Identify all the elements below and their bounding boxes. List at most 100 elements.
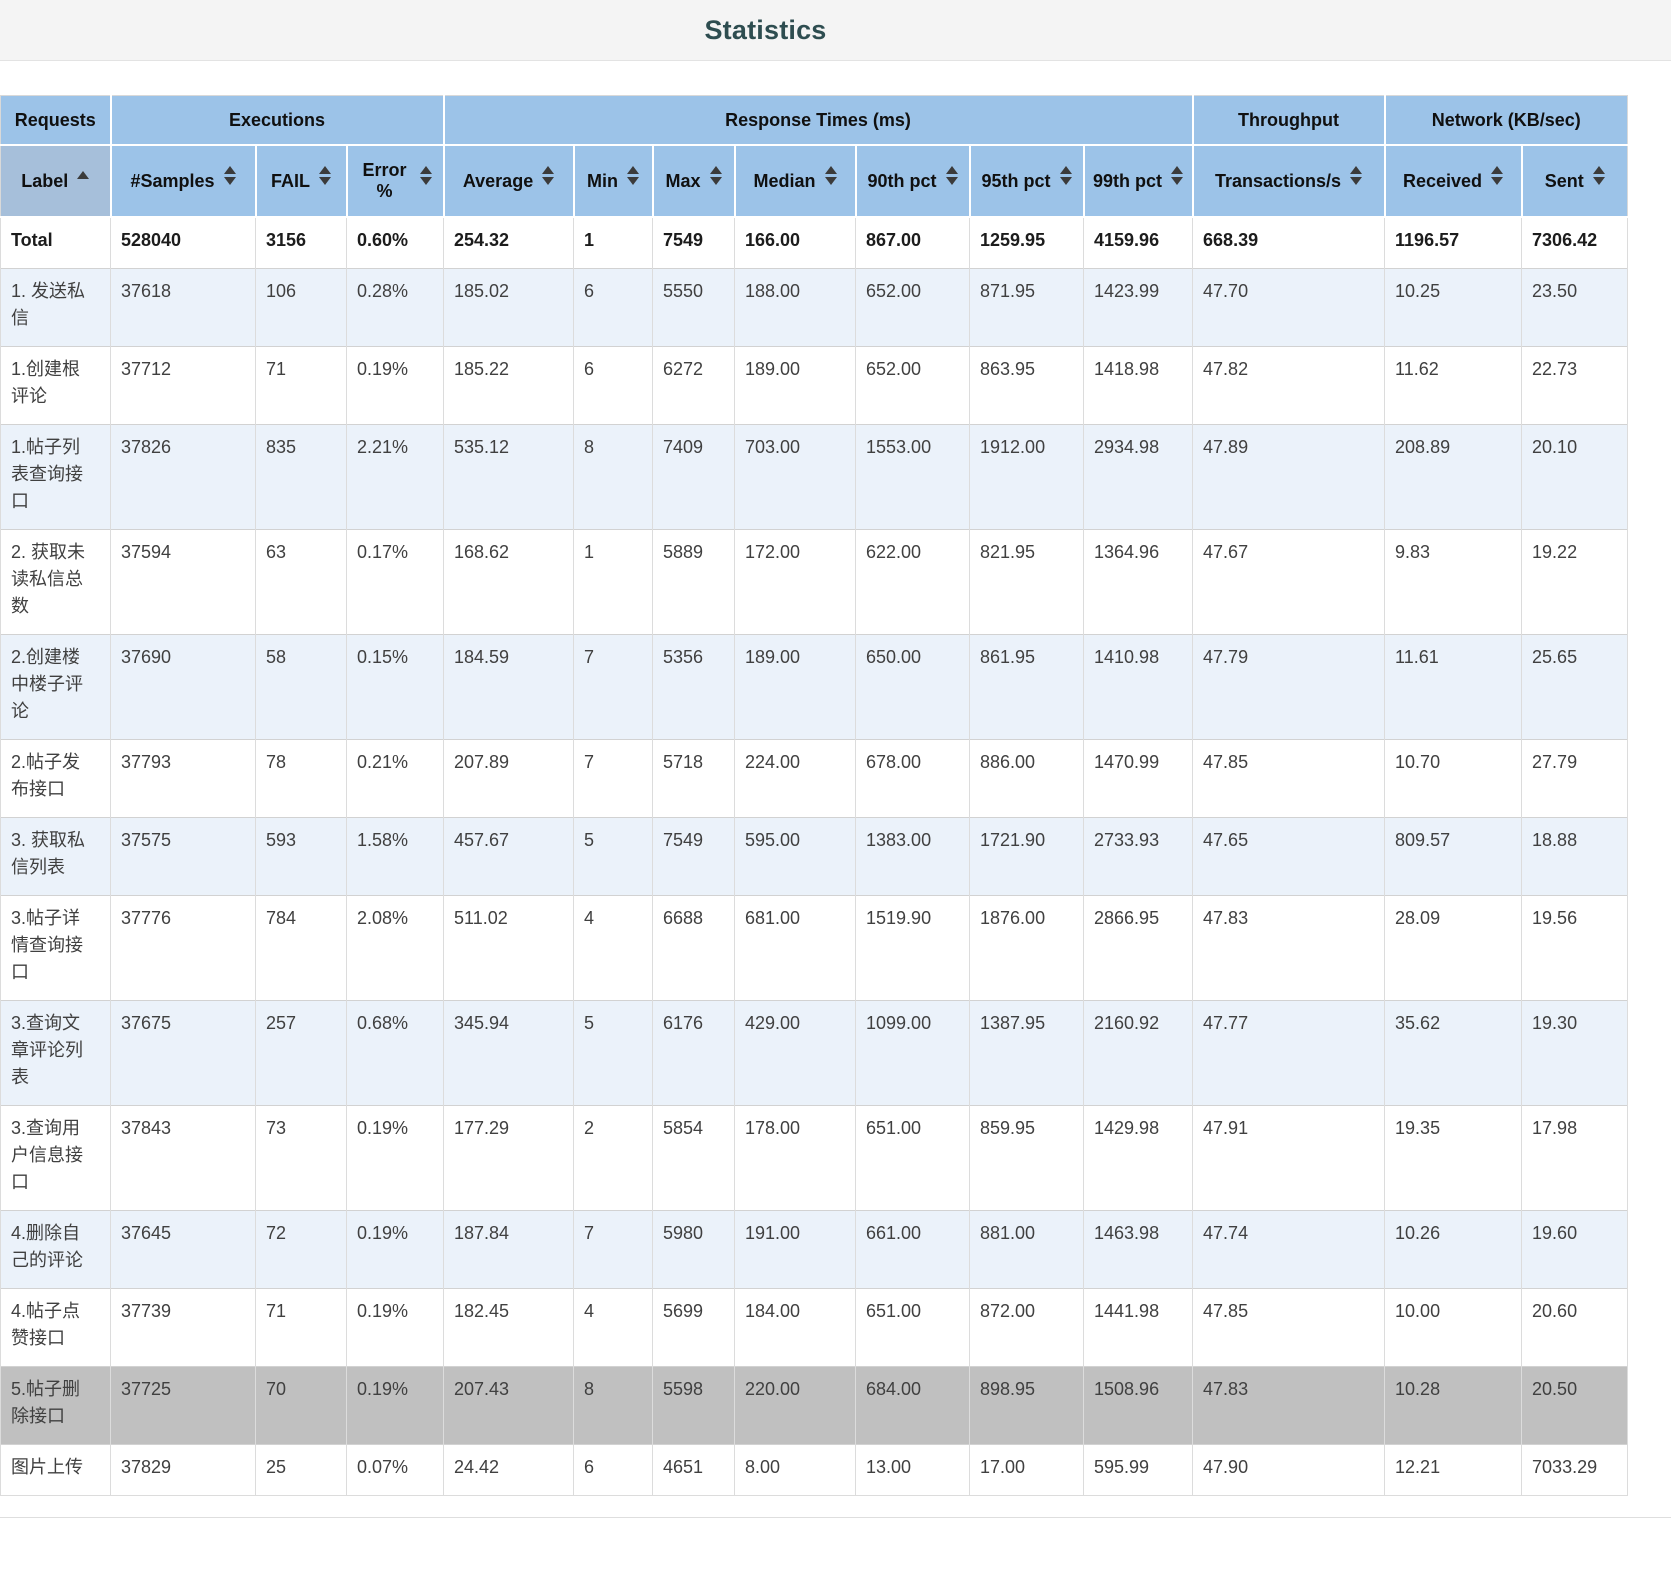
column-header-min[interactable]: Min — [572, 144, 654, 218]
sort-icon — [319, 165, 331, 185]
fail-cell: 72 — [255, 1210, 347, 1289]
fail-cell: 63 — [255, 529, 347, 635]
pct95-cell: 1876.00 — [969, 895, 1085, 1001]
pct90-cell: 678.00 — [855, 739, 971, 818]
column-header-95th-pct[interactable]: 95th pct — [968, 144, 1085, 218]
median-cell: 224.00 — [734, 739, 857, 818]
max-cell: 5854 — [652, 1105, 736, 1211]
error-pct-cell: 0.15% — [345, 634, 445, 740]
median-cell: 703.00 — [734, 424, 857, 530]
max-cell: 5550 — [652, 268, 736, 347]
min-cell: 8 — [573, 424, 654, 530]
column-group-network: Network (KB/sec) — [1383, 95, 1629, 146]
fail-cell: 58 — [255, 634, 347, 740]
pct99-cell: 2934.98 — [1083, 424, 1194, 530]
column-header-fail[interactable]: FAIL — [254, 144, 348, 218]
sent-cell: 19.56 — [1521, 895, 1629, 1001]
sent-cell: 19.22 — [1521, 529, 1629, 635]
row-label-cell: 4.删除自己的评论 — [0, 1210, 111, 1289]
pct99-cell: 1423.99 — [1083, 268, 1194, 347]
fail-cell: 78 — [255, 739, 347, 818]
min-cell: 7 — [573, 739, 654, 818]
samples-cell: 37725 — [110, 1366, 256, 1445]
table-row: 3.查询用户信息接口 37843 73 0.19% 177.29 2 5854 … — [0, 1105, 1629, 1211]
sent-cell: 18.88 — [1521, 817, 1629, 896]
pct90-cell: 684.00 — [855, 1366, 971, 1445]
table-row: 4.删除自己的评论 37645 72 0.19% 187.84 7 5980 1… — [0, 1210, 1629, 1289]
table-row: 5.帖子删除接口 37725 70 0.19% 207.43 8 5598 22… — [0, 1366, 1629, 1445]
fail-cell: 25 — [255, 1444, 347, 1496]
max-cell: 6176 — [652, 1000, 736, 1106]
pct99-cell: 1463.98 — [1083, 1210, 1194, 1289]
transactions-cell: 47.79 — [1192, 634, 1386, 740]
column-header-sent[interactable]: Sent — [1520, 144, 1629, 218]
statistics-table-container: Requests Executions Response Times (ms) … — [0, 95, 1629, 1496]
pct90-cell: 13.00 — [855, 1444, 971, 1496]
samples-cell: 37594 — [110, 529, 256, 635]
table-row: 图片上传 37829 25 0.07% 24.42 6 4651 8.00 13… — [0, 1444, 1629, 1496]
samples-cell: 37712 — [110, 346, 256, 425]
column-header-max[interactable]: Max — [651, 144, 736, 218]
pct95-cell: 1259.95 — [969, 216, 1085, 269]
row-label-cell: Total — [0, 216, 111, 269]
sent-cell: 25.65 — [1521, 634, 1629, 740]
received-cell: 10.00 — [1384, 1288, 1523, 1367]
received-cell: 10.26 — [1384, 1210, 1523, 1289]
sort-icon — [1350, 165, 1363, 185]
sort-icon — [542, 165, 555, 185]
column-header-samples[interactable]: #Samples — [109, 144, 257, 218]
transactions-cell: 47.82 — [1192, 346, 1386, 425]
fail-cell: 70 — [255, 1366, 347, 1445]
average-cell: 345.94 — [443, 1000, 575, 1106]
column-header-median[interactable]: Median — [733, 144, 857, 218]
pct99-cell: 1441.98 — [1083, 1288, 1194, 1367]
pct90-cell: 651.00 — [855, 1105, 971, 1211]
sort-icon — [1592, 165, 1605, 185]
row-label-cell: 1.帖子列表查询接口 — [0, 424, 111, 530]
min-cell: 4 — [573, 1288, 654, 1367]
transactions-cell: 47.89 — [1192, 424, 1386, 530]
samples-cell: 37618 — [110, 268, 256, 347]
sort-icon — [627, 165, 640, 185]
pct90-cell: 650.00 — [855, 634, 971, 740]
median-cell: 188.00 — [734, 268, 857, 347]
average-cell: 177.29 — [443, 1105, 575, 1211]
transactions-cell: 47.83 — [1192, 895, 1386, 1001]
column-header-error-pct[interactable]: Error % — [345, 144, 445, 218]
pct90-cell: 1519.90 — [855, 895, 971, 1001]
statistics-table: Requests Executions Response Times (ms) … — [0, 95, 1629, 1496]
column-header-average[interactable]: Average — [442, 144, 575, 218]
sort-icon — [709, 165, 722, 185]
bottom-divider — [0, 1517, 1671, 1518]
pct99-cell: 2866.95 — [1083, 895, 1194, 1001]
fail-cell: 835 — [255, 424, 347, 530]
average-cell: 187.84 — [443, 1210, 575, 1289]
samples-cell: 37645 — [110, 1210, 256, 1289]
median-cell: 166.00 — [734, 216, 857, 269]
fail-cell: 73 — [255, 1105, 347, 1211]
pct90-cell: 1383.00 — [855, 817, 971, 896]
table-row: Total 528040 3156 0.60% 254.32 1 7549 16… — [0, 216, 1629, 269]
average-cell: 182.45 — [443, 1288, 575, 1367]
column-header-transactions[interactable]: Transactions/s — [1191, 144, 1386, 218]
pct99-cell: 1470.99 — [1083, 739, 1194, 818]
average-cell: 511.02 — [443, 895, 575, 1001]
column-header-90th-pct[interactable]: 90th pct — [854, 144, 971, 218]
column-header-received[interactable]: Received — [1383, 144, 1523, 218]
column-group-row: Requests Executions Response Times (ms) … — [0, 95, 1629, 146]
sent-cell: 19.30 — [1521, 1000, 1629, 1106]
fail-cell: 257 — [255, 1000, 347, 1106]
fail-cell: 71 — [255, 1288, 347, 1367]
max-cell: 5598 — [652, 1366, 736, 1445]
error-pct-cell: 1.58% — [345, 817, 445, 896]
samples-cell: 37690 — [110, 634, 256, 740]
column-header-label[interactable]: Label — [0, 144, 112, 218]
row-label-cell: 3.查询用户信息接口 — [0, 1105, 111, 1211]
max-cell: 6272 — [652, 346, 736, 425]
table-row: 3. 获取私信列表 37575 593 1.58% 457.67 5 7549 … — [0, 817, 1629, 896]
table-row: 2.创建楼中楼子评论 37690 58 0.15% 184.59 7 5356 … — [0, 634, 1629, 740]
column-header-99th-pct[interactable]: 99th pct — [1082, 144, 1194, 218]
column-group-executions: Executions — [109, 95, 445, 146]
column-group-requests: Requests — [0, 95, 112, 146]
samples-cell: 37739 — [110, 1288, 256, 1367]
